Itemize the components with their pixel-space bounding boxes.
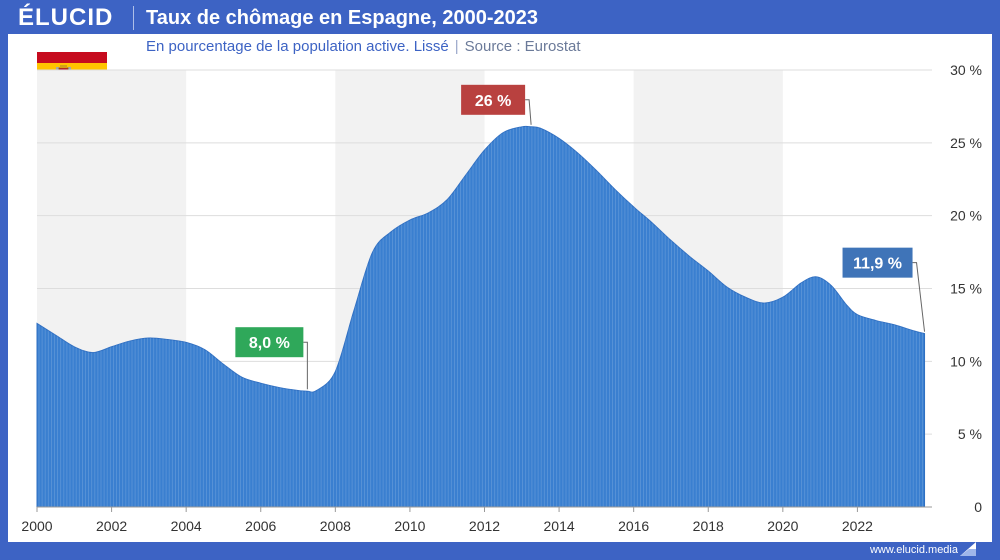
- subtitle-separator: |: [454, 38, 459, 55]
- flag-stripe-top: [37, 52, 107, 63]
- chart-title: Taux de chômage en Espagne, 2000-2023: [146, 7, 539, 29]
- x-tick-label: 2002: [96, 518, 127, 534]
- x-tick-label: 2020: [767, 518, 798, 534]
- annotation-box-0: [235, 327, 304, 358]
- subtitle-text: En pourcentage de la population active. …: [146, 38, 449, 55]
- annotation-leader-1: [525, 99, 532, 125]
- y-tick-label: 25 %: [950, 135, 982, 151]
- x-tick-label: 2008: [320, 518, 351, 534]
- x-tick-label: 2022: [842, 518, 873, 534]
- y-tick-label: 5 %: [958, 426, 982, 442]
- elucid-mark-icon: [960, 542, 976, 556]
- annotation-label-2: 11,9 %: [853, 256, 902, 273]
- x-tick-label: 2004: [171, 518, 202, 534]
- annotation-box-2: [842, 247, 913, 278]
- annotation-box-1: [461, 84, 526, 115]
- x-tick-label: 2018: [693, 518, 724, 534]
- footer-website[interactable]: www.elucid.media: [869, 544, 958, 556]
- x-tick-label: 2016: [618, 518, 649, 534]
- y-tick-label: 30 %: [950, 62, 982, 78]
- x-tick-label: 2006: [245, 518, 276, 534]
- y-tick-label: 0: [974, 499, 982, 515]
- elucid-logo: ÉLUCID: [18, 4, 114, 31]
- axes: 0 5 % 10 % 15 % 20 % 25 % 30 % 2000 2002 2004 2006…: [21, 62, 982, 534]
- y-tick-label: 15 %: [950, 281, 982, 297]
- annotation-leader-0: [303, 341, 308, 390]
- x-tick-label: 2000: [21, 518, 52, 534]
- annotation-leader-2: [912, 262, 926, 332]
- x-tick-label: 2014: [544, 518, 575, 534]
- chart-subtitle: En pourcentage de la population active. …: [146, 38, 581, 56]
- x-tick-label: 2010: [394, 518, 425, 534]
- x-tick-label: 2012: [469, 518, 500, 534]
- header-bar: ÉLUCID Taux de chômage en Espagne, 2000-…: [0, 0, 1000, 36]
- annotations: 8,0 % 26 % 11,9 %: [235, 84, 926, 390]
- source-text: Source : Eurostat: [464, 38, 581, 55]
- unemployment-area: [36, 125, 926, 508]
- y-tick-label: 20 %: [950, 208, 982, 224]
- annotation-label-1: 26 %: [475, 93, 511, 110]
- annotation-label-0: 8,0 %: [249, 335, 290, 352]
- header-divider: [133, 6, 134, 30]
- area-series: [36, 125, 926, 508]
- y-tick-label: 10 %: [950, 353, 982, 369]
